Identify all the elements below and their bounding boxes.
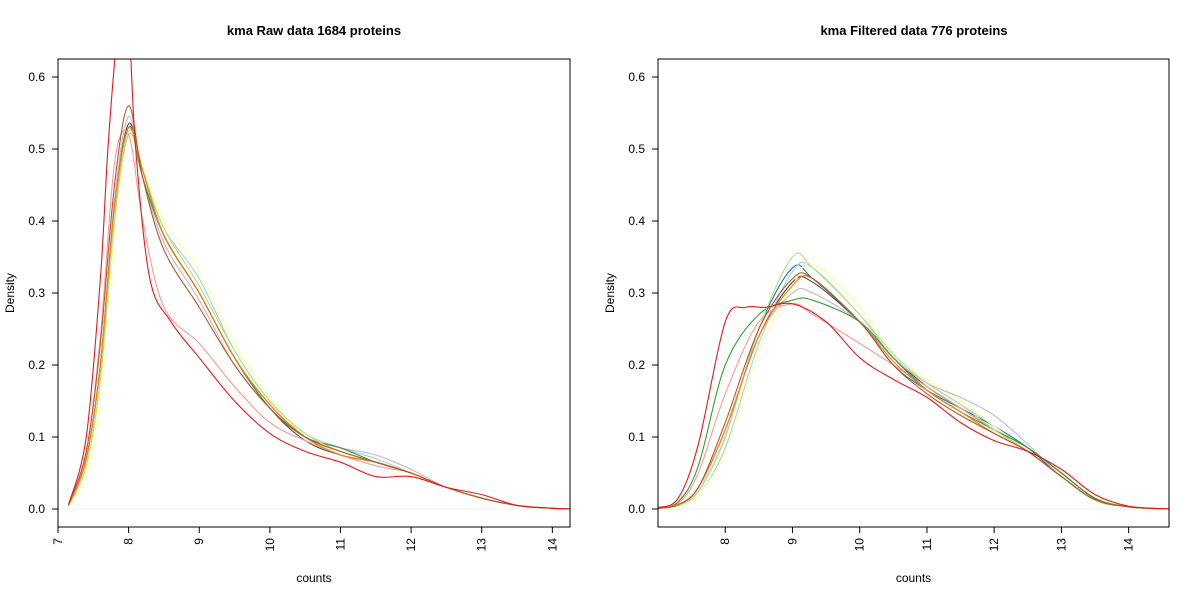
x-tick-label: 13 <box>475 538 489 552</box>
x-tick-label: 12 <box>987 538 1001 552</box>
y-axis-title: Density <box>603 273 617 313</box>
density-curve-6 <box>68 129 570 510</box>
density-curve-7 <box>658 297 1169 510</box>
plot-frame <box>657 58 1170 528</box>
y-tick-label: 0.5 <box>28 142 45 156</box>
chart-panel-2: kma Filtered data 776 proteins 0.0 0.1 0.2 0… <box>603 23 1170 585</box>
chart-title: kma Raw data 1684 proteins <box>227 23 401 38</box>
density-curves <box>658 252 1169 510</box>
y-tick-label: 0.6 <box>28 70 45 84</box>
density-curve-10 <box>68 105 570 510</box>
x-tick-label: 9 <box>785 538 799 545</box>
density-curve-8 <box>68 129 570 510</box>
x-tick-label: 9 <box>192 538 206 545</box>
x-tick-label: 10 <box>263 538 277 552</box>
density-curve-3 <box>68 132 570 510</box>
x-tick-label: 11 <box>333 538 347 551</box>
y-tick-label: 0.4 <box>628 214 645 228</box>
y-tick-label: 0.6 <box>628 70 645 84</box>
density-curve-4 <box>658 262 1169 510</box>
y-tick-label: 0.3 <box>28 286 45 300</box>
density-curve-4 <box>68 135 570 510</box>
x-tick-label: 14 <box>1122 538 1136 552</box>
x-axis-title: counts <box>296 571 331 585</box>
x-tick-label: 7 <box>51 538 65 545</box>
y-axis-title: Density <box>3 273 17 313</box>
x-tick-label: 11 <box>920 538 934 551</box>
y-tick-label: 0.0 <box>628 502 645 516</box>
y-tick-label: 0.0 <box>28 502 45 516</box>
y-tick-label: 0.3 <box>628 286 645 300</box>
x-tick-label: 10 <box>853 538 867 552</box>
chart-title: kma Filtered data 776 proteins <box>820 23 1007 38</box>
density-curve-10 <box>658 272 1169 510</box>
density-curve-1 <box>658 275 1169 510</box>
x-axis-title: counts <box>896 571 931 585</box>
y-tick-label: 0.1 <box>28 430 45 444</box>
x-tick-label: 13 <box>1054 538 1068 552</box>
density-curve-3 <box>658 261 1169 510</box>
x-tick-label: 12 <box>404 538 418 552</box>
y-tick-label: 0.2 <box>28 358 45 372</box>
y-tick-label: 0.4 <box>28 214 45 228</box>
density-curve-5 <box>658 287 1169 510</box>
density-curve-11 <box>68 59 570 510</box>
x-tick-label: 14 <box>545 538 559 552</box>
y-tick-label: 0.5 <box>628 142 645 156</box>
y-tick-label: 0.2 <box>628 358 645 372</box>
density-curves <box>68 59 570 510</box>
x-tick-label: 8 <box>122 538 136 545</box>
density-curve-9 <box>658 275 1169 510</box>
y-tick-label: 0.1 <box>628 430 645 444</box>
x-tick-label: 8 <box>718 538 732 545</box>
chart-panel-1: kma Raw data 1684 proteins 0.0 0.1 0.2 0.3 0.… <box>3 23 571 585</box>
density-curve-11 <box>658 302 1169 510</box>
density-curve-2 <box>658 264 1169 510</box>
